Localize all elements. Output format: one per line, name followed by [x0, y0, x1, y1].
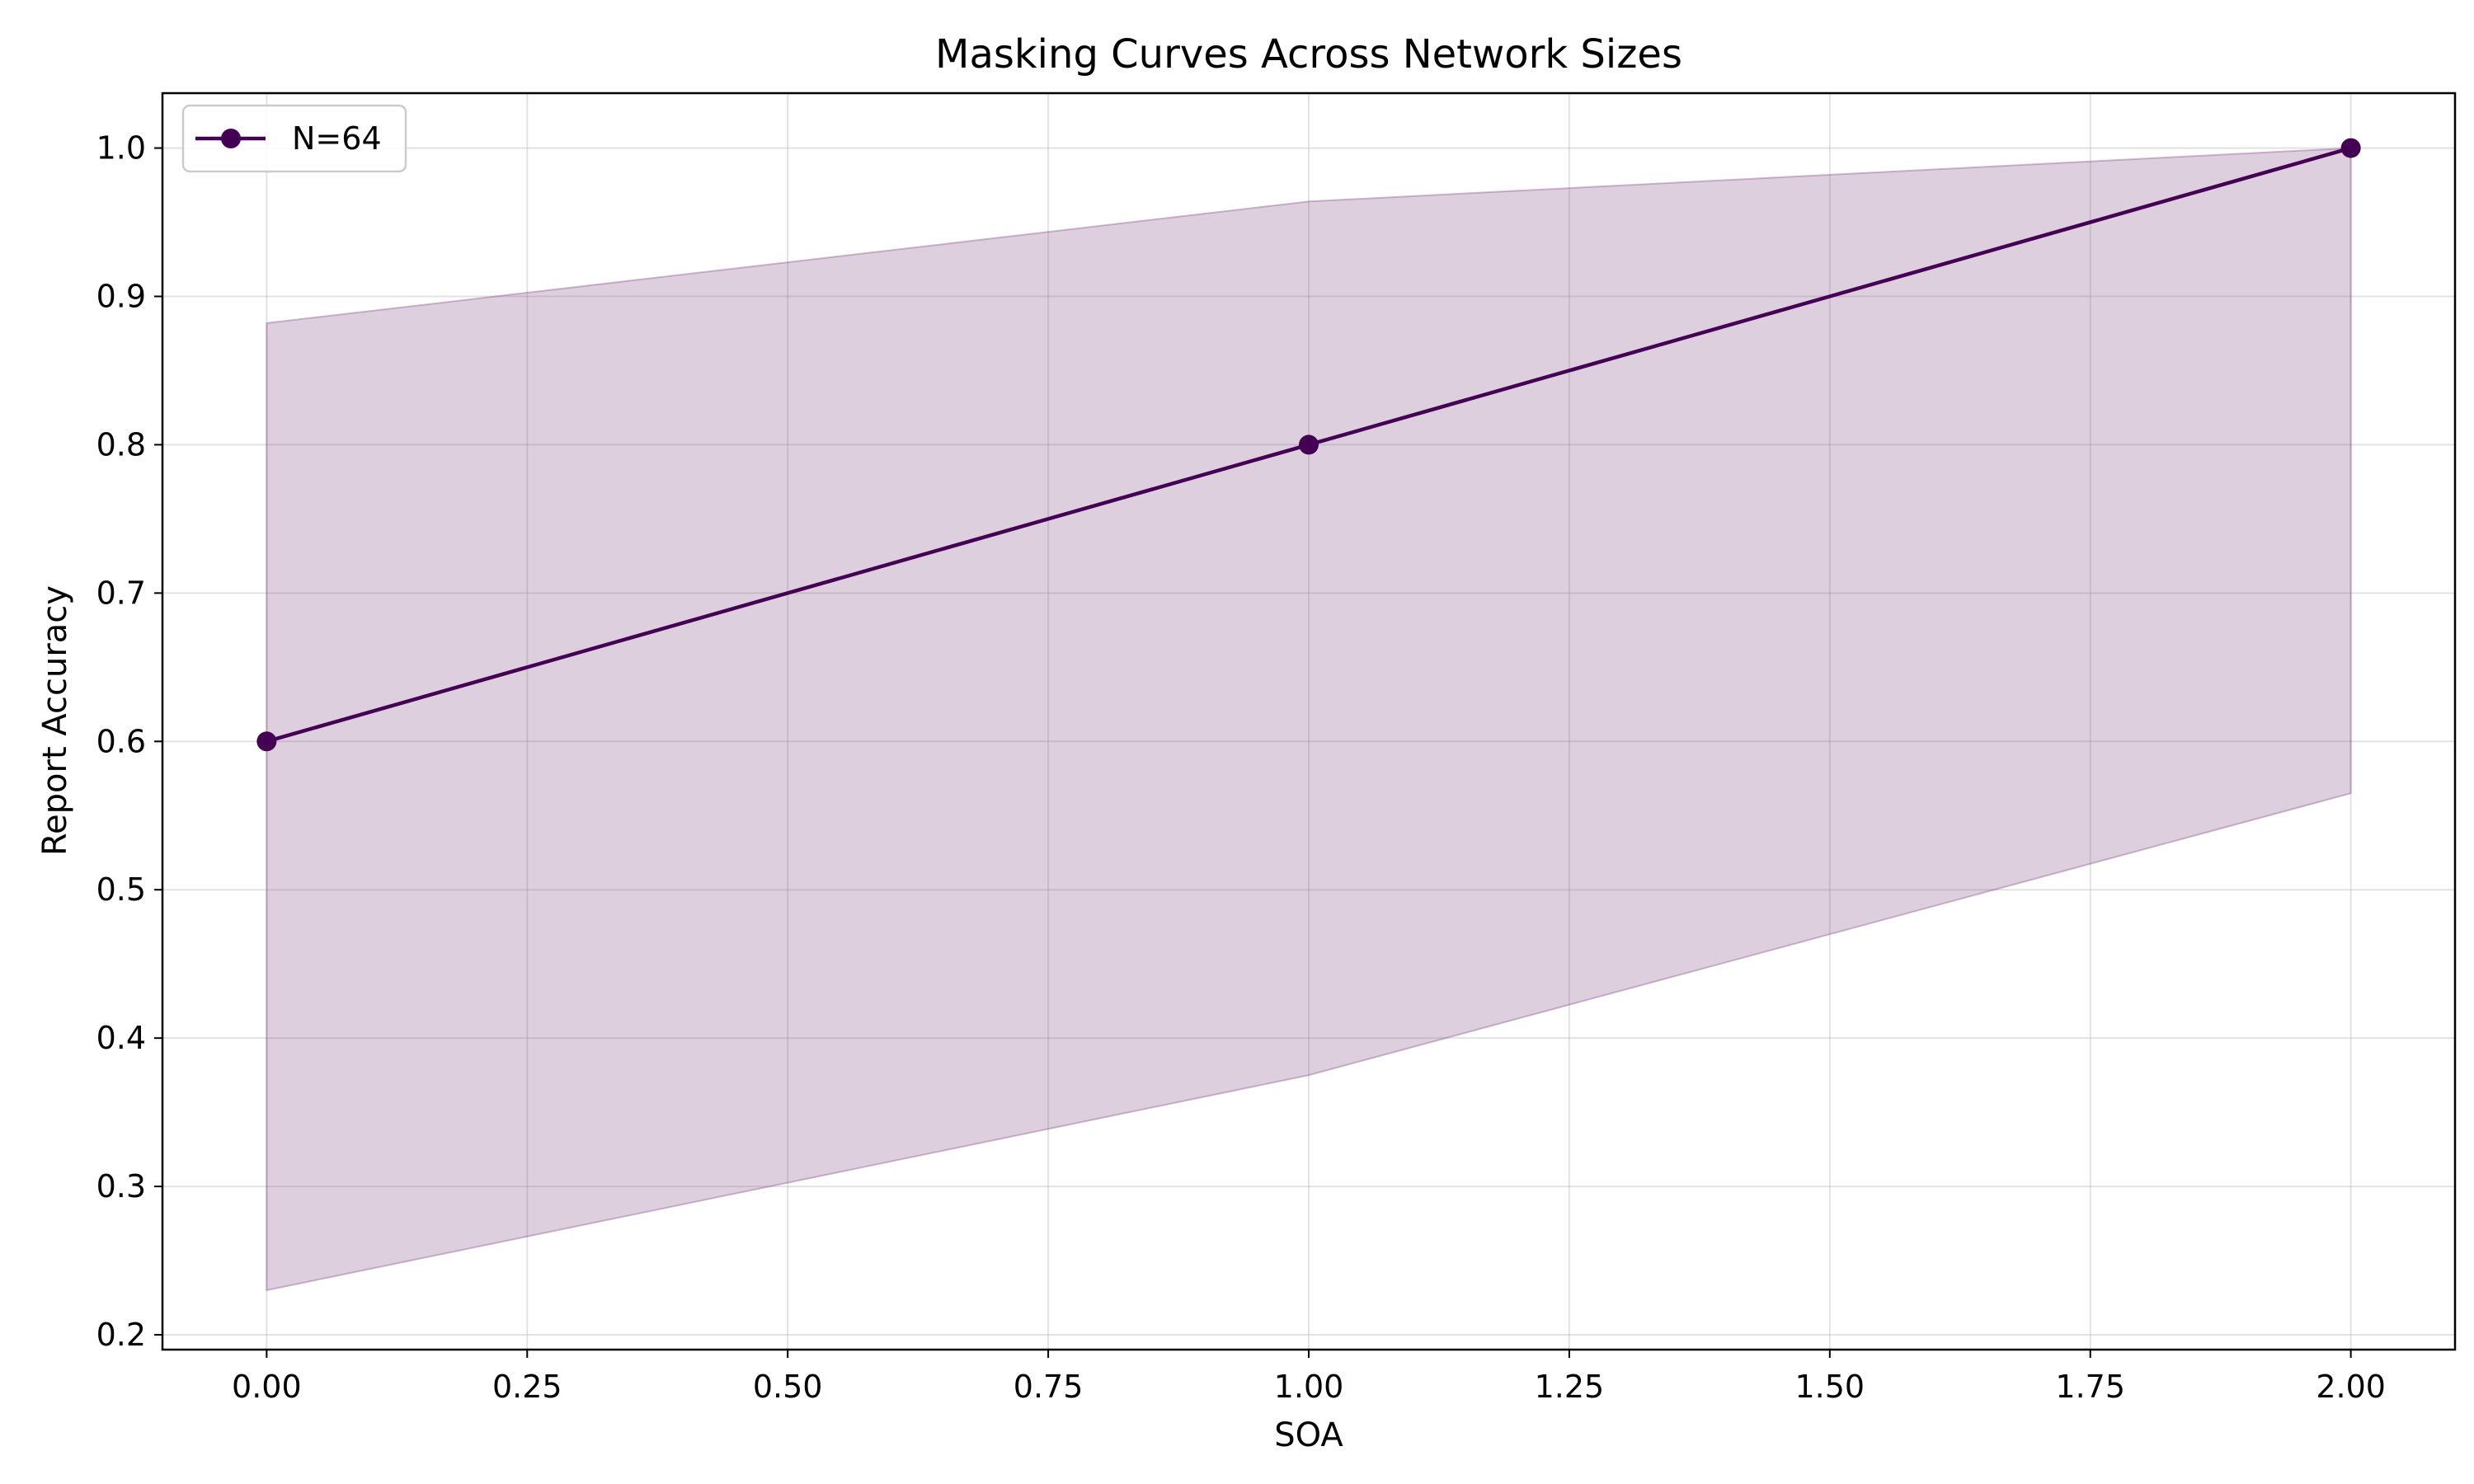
data-point [256, 731, 277, 752]
y-tick-label: 0.8 [96, 426, 146, 463]
y-tick-label: 0.9 [96, 279, 146, 315]
legend-label-n64: N=64 [292, 120, 382, 157]
x-tick-label: 1.75 [2055, 1369, 2125, 1405]
y-axis-ticks: 0.2 0.3 0.4 0.5 0.6 0.7 0.8 0.9 1.0 [96, 130, 162, 1353]
x-tick-label: 1.50 [1795, 1369, 1865, 1405]
confidence-band-layer [266, 147, 2352, 1292]
y-tick-label: 0.6 [96, 723, 146, 759]
data-point [1299, 434, 1319, 455]
grid-layer [162, 93, 2455, 1350]
x-axis-ticks: 0.00 0.25 0.50 0.75 1.00 1.25 1.50 1.75 2.00 [232, 1350, 2386, 1405]
legend-marker-swatch [221, 129, 241, 148]
x-tick-label: 0.50 [753, 1369, 823, 1405]
y-tick-label: 0.2 [96, 1317, 146, 1353]
legend-box [181, 104, 407, 173]
series-marker-layer [256, 138, 2361, 752]
x-tick-label: 0.25 [492, 1369, 562, 1405]
confidence-band [266, 147, 2352, 1292]
y-axis-label: Report Accuracy [36, 585, 74, 856]
x-tick-label: 1.25 [1535, 1369, 1605, 1405]
x-tick-label: 0.75 [1014, 1369, 1084, 1405]
legend: N=64 [181, 104, 407, 173]
y-tick-label: 0.3 [96, 1168, 146, 1205]
x-axis-label: SOA [1274, 1416, 1343, 1454]
data-point [2340, 138, 2361, 158]
y-tick-label: 0.5 [96, 871, 146, 908]
y-tick-label: 0.7 [96, 575, 146, 611]
x-tick-label: 0.00 [232, 1369, 302, 1405]
y-tick-label: 1.0 [96, 130, 146, 167]
x-tick-label: 1.00 [1274, 1369, 1344, 1405]
x-tick-label: 2.00 [2316, 1369, 2386, 1405]
chart-title: Masking Curves Across Network Sizes [935, 31, 1682, 77]
y-tick-label: 0.4 [96, 1020, 146, 1056]
